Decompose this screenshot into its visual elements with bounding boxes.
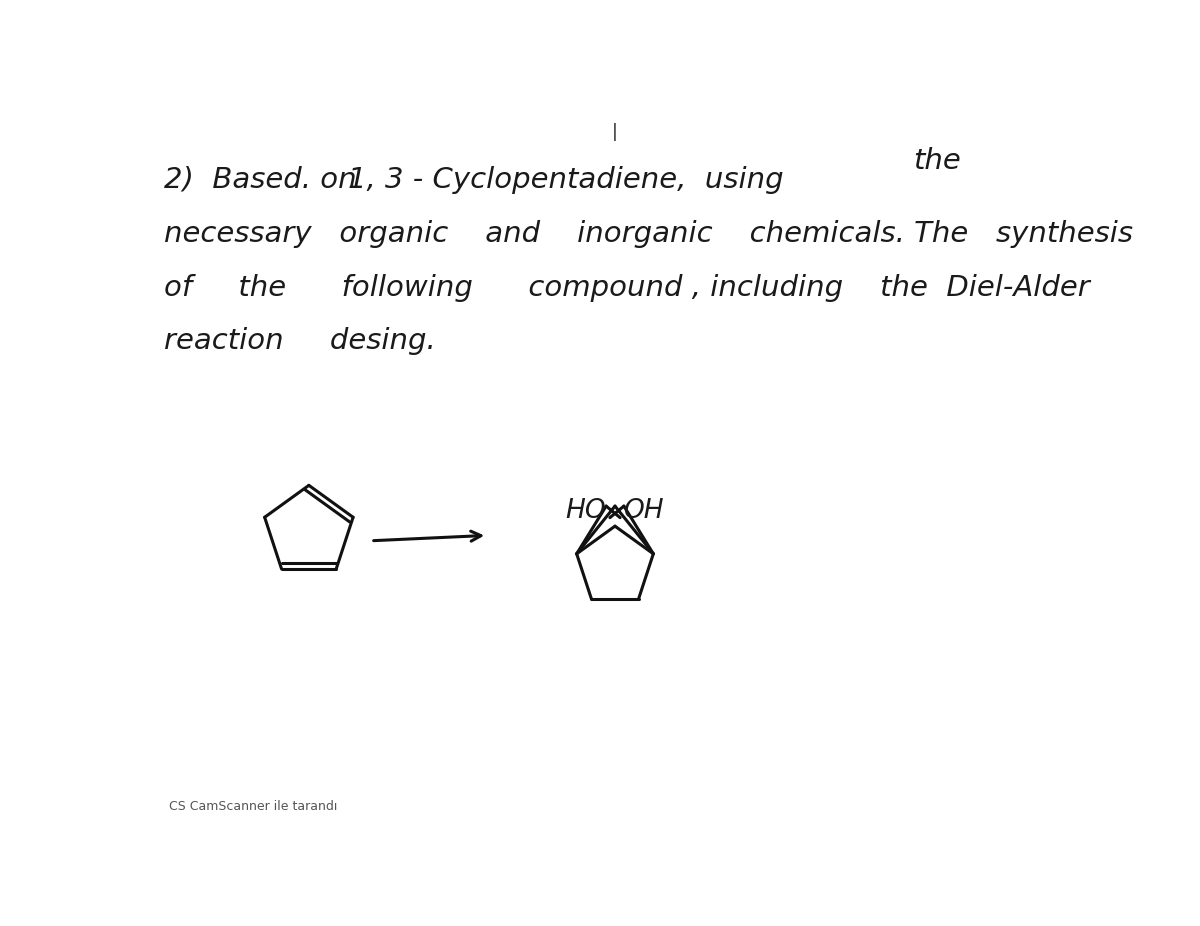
Text: of     the      following      compound , including    the  Diel-Alder: of the following compound , including th… (164, 273, 1090, 302)
Text: CS CamScanner ile tarandı: CS CamScanner ile tarandı (168, 800, 337, 813)
Text: HO: HO (565, 498, 606, 524)
Text: necessary   organic    and    inorganic    chemicals. The   synthesis: necessary organic and inorganic chemical… (164, 219, 1133, 247)
Text: OH: OH (624, 498, 665, 524)
Text: |: | (610, 123, 620, 142)
Text: 1, 3 - Cyclopentadiene,  using: 1, 3 - Cyclopentadiene, using (348, 166, 784, 194)
Text: the: the (913, 146, 961, 174)
Text: reaction     desing.: reaction desing. (164, 328, 436, 356)
Text: 2)  Based. on: 2) Based. on (164, 166, 356, 194)
